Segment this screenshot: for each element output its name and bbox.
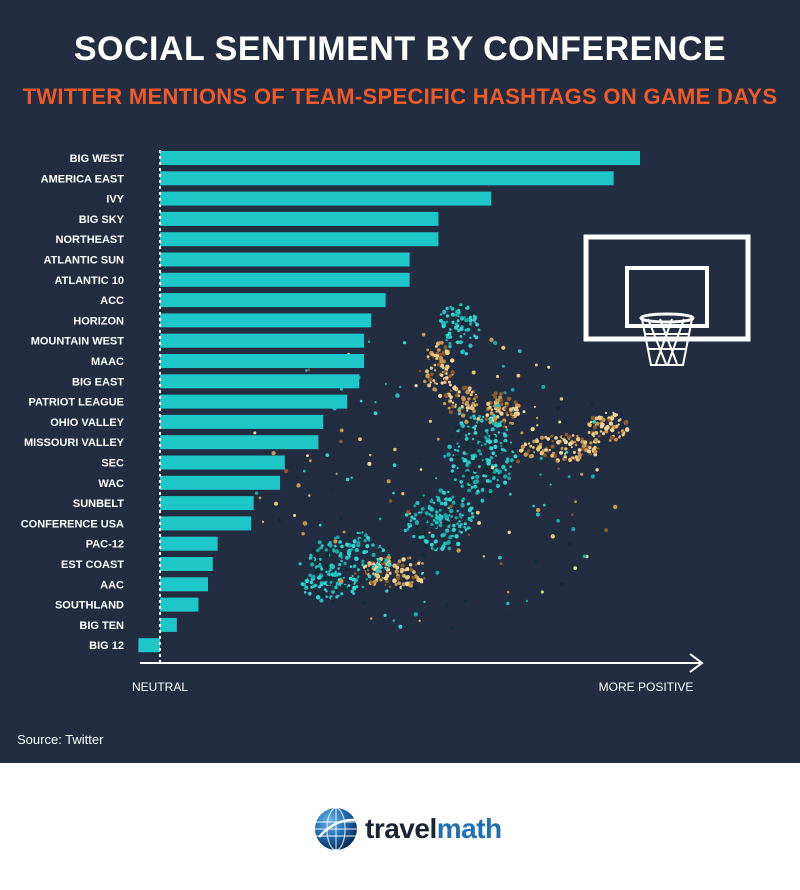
category-label: BIG SKY	[79, 214, 125, 226]
category-label: WAC	[98, 478, 124, 490]
bar-pac-12	[160, 536, 218, 551]
category-label: EST COAST	[61, 559, 124, 571]
globe-icon	[315, 807, 358, 851]
category-label: BIG EAST	[72, 376, 124, 388]
chart-title: SOCIAL SENTIMENT BY CONFERENCE	[73, 30, 727, 68]
category-label: BIG 12	[89, 640, 124, 652]
bar-atlantic-10	[160, 272, 410, 287]
logo-text-math: math	[436, 813, 502, 844]
category-label: BIG TEN	[79, 620, 124, 632]
rim	[639, 312, 695, 324]
logo-wordmark: travelmath	[365, 813, 502, 845]
source-note: Source: Twitter	[17, 732, 104, 747]
category-label: CONFERENCE USA	[21, 518, 124, 530]
bar-big-ten	[160, 617, 177, 632]
footer	[0, 763, 800, 890]
bar-big-east	[160, 374, 360, 389]
category-label: MAAC	[91, 356, 124, 368]
chart-area: BIG WEST AMERICA EAST IVY BIG SKY NORTHEAST A…	[21, 150, 751, 694]
backboard-inner	[625, 266, 709, 328]
bar-america-east	[160, 171, 614, 186]
bar-northeast	[160, 232, 439, 247]
category-label: NORTHEAST	[56, 234, 125, 246]
bar-missouri-valley	[160, 435, 319, 450]
category-label: PATRIOT LEAGUE	[28, 397, 124, 409]
bar-sec	[160, 455, 285, 470]
bar-big-sky	[160, 211, 439, 226]
category-label: AAC	[100, 579, 124, 591]
category-label: PAC-12	[86, 539, 124, 551]
bar-est-coast	[160, 557, 213, 571]
category-label: HORIZON	[73, 315, 124, 327]
bar-sunbelt	[160, 496, 254, 511]
bar-big-12	[138, 638, 160, 653]
category-label: ATLANTIC 10	[55, 275, 124, 287]
basketball-player-illustration	[241, 303, 630, 630]
category-label: MOUNTAIN WEST	[31, 336, 125, 348]
bar-horizon	[160, 313, 372, 328]
x-axis-arrow-icon	[689, 653, 704, 673]
bar-aac	[160, 577, 208, 592]
x-axis-label-more-positive: MORE POSITIVE	[599, 680, 694, 694]
category-label: OHIO VALLEY	[50, 417, 124, 429]
category-label: SUNBELT	[73, 498, 124, 510]
category-label: AMERICA EAST	[41, 173, 125, 185]
category-label: IVY	[106, 194, 124, 206]
chart-panel	[0, 0, 800, 763]
bar-atlantic-sun	[160, 252, 410, 267]
category-labels: BIG WEST AMERICA EAST IVY BIG SKY NORTHEAST A…	[21, 153, 125, 652]
backboard-outer	[583, 234, 751, 342]
travelmath-logo[interactable]: travelmath	[313, 806, 502, 852]
bar-series	[138, 151, 640, 653]
category-label: BIG WEST	[70, 153, 125, 165]
basketball-hoop-icon	[583, 234, 751, 366]
category-label: SEC	[101, 458, 124, 470]
bar-conference-usa	[160, 516, 252, 531]
category-label: ATLANTIC SUN	[44, 255, 125, 267]
bar-ivy	[160, 191, 492, 206]
bar-southland	[160, 597, 199, 612]
bar-ohio-valley	[160, 414, 324, 429]
category-label: MISSOURI VALLEY	[24, 437, 125, 449]
bar-acc	[160, 293, 386, 308]
bar-patriot-league	[160, 394, 348, 409]
category-label: ACC	[100, 295, 124, 307]
net	[641, 318, 693, 366]
bar-big-west	[160, 151, 640, 165]
chart-subtitle: TWITTER MENTIONS OF TEAM-SPECIFIC HASHTA…	[22, 84, 778, 109]
x-axis-label-neutral: NEUTRAL	[132, 680, 188, 694]
category-label: SOUTHLAND	[55, 600, 124, 612]
bar-maac	[160, 354, 364, 368]
logo-text-travel: travel	[365, 813, 437, 844]
bar-mountain-west	[160, 333, 364, 348]
bar-wac	[160, 475, 280, 490]
